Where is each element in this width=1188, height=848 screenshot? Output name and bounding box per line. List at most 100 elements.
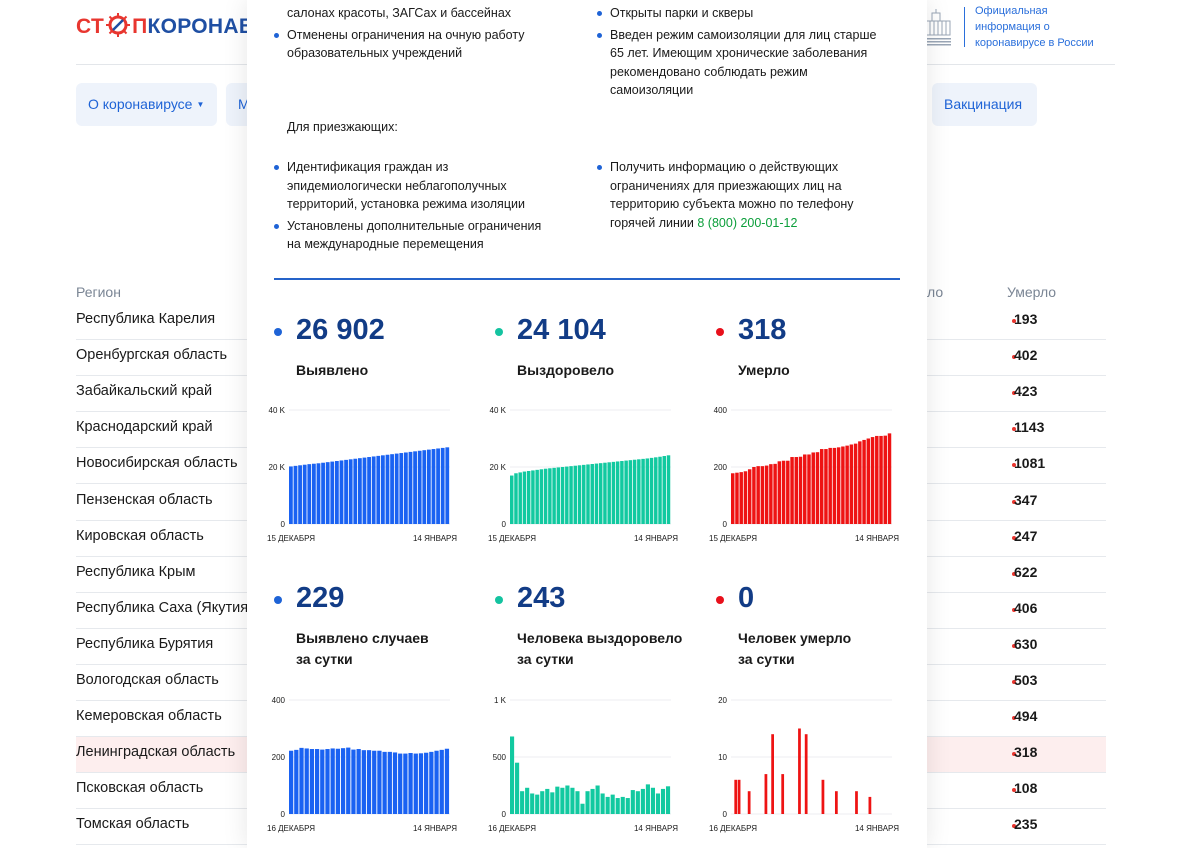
- chart-bar[interactable]: [335, 748, 341, 814]
- chart-bar[interactable]: [752, 467, 756, 524]
- chart-bar[interactable]: [569, 466, 573, 524]
- chart-bar[interactable]: [515, 762, 520, 814]
- chart-bar[interactable]: [771, 734, 775, 814]
- chart-bar[interactable]: [595, 785, 600, 815]
- chart-bar[interactable]: [298, 465, 302, 524]
- chart-bar[interactable]: [575, 791, 580, 814]
- chart-bar[interactable]: [417, 450, 422, 524]
- chart-bar[interactable]: [339, 460, 344, 524]
- chart-bar[interactable]: [510, 475, 514, 524]
- chart-bar[interactable]: [798, 456, 803, 524]
- chart-bar[interactable]: [344, 459, 348, 524]
- chart-bar[interactable]: [565, 466, 569, 524]
- chart-bar[interactable]: [764, 774, 768, 814]
- chart-bar[interactable]: [424, 752, 429, 814]
- chart-bar[interactable]: [615, 461, 620, 524]
- chart-bar[interactable]: [824, 449, 828, 524]
- chart-bar[interactable]: [565, 785, 570, 815]
- chart-bar[interactable]: [747, 791, 751, 814]
- chart-bar[interactable]: [289, 466, 293, 524]
- chart-bar[interactable]: [605, 796, 610, 814]
- chart-bar[interactable]: [790, 457, 794, 524]
- chart-bar[interactable]: [371, 456, 376, 524]
- chart-bar[interactable]: [436, 448, 440, 524]
- chart-bar[interactable]: [390, 454, 394, 524]
- chart-bar[interactable]: [645, 784, 650, 814]
- chart-bar[interactable]: [381, 455, 385, 524]
- chart-bar[interactable]: [645, 458, 650, 524]
- chart-bar[interactable]: [392, 752, 398, 814]
- chart-bar[interactable]: [351, 749, 356, 814]
- chart-bar[interactable]: [314, 749, 320, 814]
- chart-bar[interactable]: [560, 787, 565, 814]
- chart-bar[interactable]: [811, 452, 815, 524]
- chart-bar[interactable]: [510, 736, 515, 814]
- chart-bar[interactable]: [577, 465, 582, 524]
- chart-bar[interactable]: [649, 457, 654, 524]
- chart-bar[interactable]: [445, 447, 450, 524]
- chart-bar[interactable]: [403, 753, 408, 814]
- chart-bar[interactable]: [798, 728, 801, 815]
- chart-bar[interactable]: [387, 751, 392, 814]
- chart-bar[interactable]: [828, 447, 832, 524]
- chart-bar[interactable]: [358, 458, 362, 524]
- chart-bar[interactable]: [858, 441, 862, 524]
- chart-bar[interactable]: [662, 456, 667, 524]
- chart-bar[interactable]: [594, 463, 599, 524]
- chart-bar[interactable]: [377, 750, 382, 814]
- chart-bar[interactable]: [404, 452, 408, 524]
- chart-bar[interactable]: [580, 803, 585, 814]
- chart-bar[interactable]: [747, 469, 752, 524]
- chart-bar[interactable]: [807, 454, 811, 524]
- chart-bar[interactable]: [531, 470, 535, 524]
- chart-bar[interactable]: [316, 463, 321, 524]
- chart-bar[interactable]: [866, 438, 871, 525]
- chart-bar[interactable]: [382, 751, 387, 814]
- chart-bar[interactable]: [399, 453, 404, 524]
- chart-bar[interactable]: [862, 439, 866, 524]
- chart-bar[interactable]: [340, 748, 346, 814]
- chart-bar[interactable]: [625, 798, 630, 814]
- chart-bar[interactable]: [610, 794, 615, 814]
- chart-bar[interactable]: [586, 464, 590, 524]
- chart-bar[interactable]: [769, 464, 773, 524]
- chart-bar[interactable]: [408, 451, 413, 524]
- chart-bar[interactable]: [590, 788, 595, 814]
- chart-bar[interactable]: [590, 464, 594, 524]
- chart-bar[interactable]: [514, 473, 518, 524]
- chart-bar[interactable]: [620, 461, 624, 524]
- chart-bar[interactable]: [346, 747, 351, 814]
- chart-bar[interactable]: [600, 793, 605, 814]
- chart-bar[interactable]: [821, 779, 825, 814]
- chart-bar[interactable]: [398, 753, 403, 814]
- chart-bar[interactable]: [635, 791, 640, 814]
- chart-bar[interactable]: [289, 750, 294, 814]
- chart-bar[interactable]: [658, 456, 662, 524]
- chart-bar[interactable]: [737, 779, 741, 814]
- chart-bar[interactable]: [870, 437, 875, 524]
- chart-bar[interactable]: [312, 463, 316, 524]
- chart-bar[interactable]: [440, 447, 445, 524]
- chart-bar[interactable]: [539, 469, 544, 524]
- chart-bar[interactable]: [628, 460, 633, 524]
- chart-bar[interactable]: [834, 791, 838, 814]
- chart-bar[interactable]: [302, 464, 307, 524]
- chart-bar[interactable]: [418, 753, 424, 814]
- chart-bar[interactable]: [335, 461, 339, 524]
- chart-bar[interactable]: [764, 465, 769, 524]
- chart-bar[interactable]: [760, 466, 765, 524]
- hotline-phone-link[interactable]: 8 (800) 200-01-12: [697, 215, 798, 230]
- chart-bar[interactable]: [330, 461, 335, 524]
- chart-bar[interactable]: [429, 751, 434, 814]
- chart-bar[interactable]: [413, 451, 417, 524]
- chart-bar[interactable]: [427, 449, 431, 524]
- chart-bar[interactable]: [560, 467, 565, 524]
- chart-bar[interactable]: [883, 435, 888, 524]
- chart-bar[interactable]: [879, 435, 883, 524]
- chart-bar[interactable]: [309, 749, 315, 814]
- chart-bar[interactable]: [556, 467, 561, 524]
- chart-bar[interactable]: [518, 472, 522, 524]
- chart-bar[interactable]: [294, 749, 299, 814]
- chart-bar[interactable]: [641, 458, 645, 524]
- chart-bar[interactable]: [325, 749, 330, 814]
